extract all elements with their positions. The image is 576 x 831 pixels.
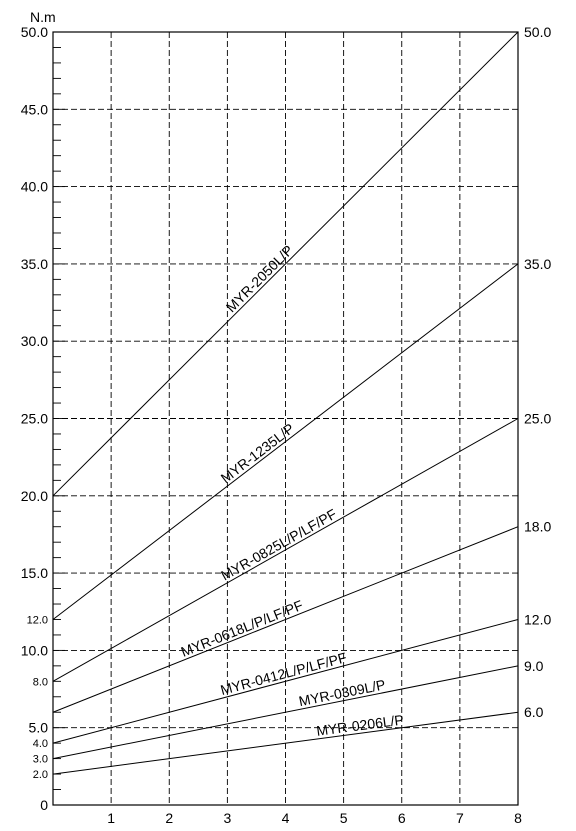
- series-line: [52, 31, 519, 497]
- grid-layer: [53, 32, 518, 805]
- series-end-label: 9.0: [524, 658, 544, 674]
- series-end-label: 18.0: [524, 519, 551, 535]
- series-name-label: MYR-0309L/P: [297, 676, 386, 709]
- y-tick-label: 3.0: [33, 754, 48, 766]
- x-tick-label: 2: [165, 810, 173, 826]
- y-tick-label: 35.0: [21, 256, 48, 272]
- series-line: [52, 418, 519, 682]
- y-unit-label: N.m: [30, 9, 56, 25]
- label-layer: 1 2 3 4 5 6 7 8 0 2.0 3.0 4.0 5.0 8.0 10.0 12.0 15.0 20.0…: [21, 24, 552, 826]
- x-tick-label: 1: [107, 810, 115, 826]
- series-end-label: 50.0: [524, 24, 551, 40]
- y-tick-label: 4.0: [33, 738, 48, 750]
- series-line: [52, 665, 519, 760]
- x-tick-label: 6: [398, 810, 406, 826]
- series-name-label: MYR-0618L/P/LF/PF: [179, 597, 306, 660]
- y-tick-label: 5.0: [29, 720, 49, 736]
- y-tick-label: 15.0: [21, 565, 48, 581]
- y-tick-label: 30.0: [21, 333, 48, 349]
- series-name-label: MYR-0825L/P/LF/PF: [218, 506, 339, 584]
- y-tick-label: 12.0: [27, 614, 48, 626]
- series-name-label: MYR-0206L/P: [315, 711, 404, 738]
- y-tick-label: 8.0: [33, 676, 48, 688]
- x-tick-label: 3: [223, 810, 231, 826]
- series-end-label: 35.0: [524, 256, 551, 272]
- x-tick-label: 7: [456, 810, 464, 826]
- series-line: [52, 526, 519, 713]
- x-tick-label: 8: [514, 810, 522, 826]
- y-tick-label: 10.0: [21, 642, 48, 658]
- series-layer: [52, 31, 519, 775]
- y-tick-label: 50.0: [21, 24, 48, 40]
- series-end-label: 25.0: [524, 411, 551, 427]
- y-tick-label: 45.0: [21, 101, 48, 117]
- series-line: [52, 618, 519, 744]
- x-tick-label: 4: [282, 810, 290, 826]
- y-tick-label: 20.0: [21, 488, 48, 504]
- y-tick-label: 40.0: [21, 179, 48, 195]
- plot-frame: [52, 31, 519, 806]
- y-tick-label: 25.0: [21, 411, 48, 427]
- series-end-label: 12.0: [524, 611, 551, 627]
- x-tick-label: 5: [340, 810, 348, 826]
- y-tick-label: 0: [40, 797, 48, 813]
- y-tick-label: 2.0: [33, 769, 48, 781]
- series-line: [52, 711, 519, 775]
- series-end-label: 6.0: [524, 704, 544, 720]
- series-line: [52, 263, 519, 620]
